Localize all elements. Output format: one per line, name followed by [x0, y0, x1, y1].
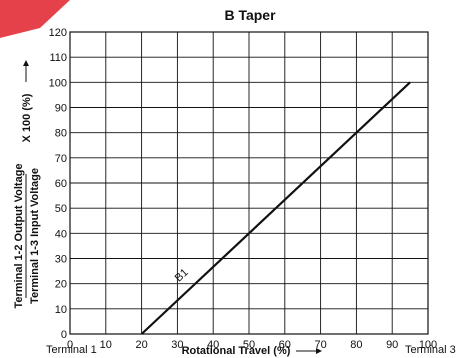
watermark-shape: [0, 0, 70, 38]
y-tick-label-12: 120: [49, 27, 67, 39]
y-axis-label-suffix: X 100 (%): [21, 93, 33, 142]
grid: [69, 31, 429, 335]
x-axis-arrow: [296, 348, 322, 354]
x-tick-label-1: 10: [100, 339, 112, 351]
y-tick-label-9: 90: [55, 103, 67, 115]
y-axis-label-group: Terminal 1-2 Output Voltage Terminal 1-3…: [13, 163, 41, 308]
y-tick-label-6: 60: [55, 178, 67, 190]
y-tick-label-0: 0: [61, 329, 67, 341]
y-tick-label-7: 70: [55, 153, 67, 165]
y-tick-label-2: 20: [55, 279, 67, 291]
y-axis-suffix-group: X 100 (%): [21, 60, 33, 142]
x-tick-label-0: 0: [67, 339, 73, 351]
y-tick-labels: 0 10 20 30 40 50 60 70 80 90 100 110 120: [49, 27, 67, 341]
x-tick-label-10: 100: [419, 339, 437, 351]
x-tick-label-5: 50: [243, 339, 255, 351]
y-tick-label-3: 30: [55, 254, 67, 266]
y-tick-label-11: 110: [49, 52, 67, 64]
x-tick-label-6: 60: [279, 339, 291, 351]
y-tick-label-5: 50: [55, 203, 67, 215]
x-tick-label-3: 30: [171, 339, 183, 351]
y-axis-label-line1: Terminal 1-2 Output Voltage: [13, 163, 25, 308]
series-line-b1: [140, 81, 411, 335]
x-tick-labels: 0 10 20 30 40 50 60 70 80 90 100: [67, 339, 437, 351]
terminal-left-label: Terminal 1: [46, 344, 97, 356]
x-tick-label-7: 70: [314, 339, 326, 351]
x-tick-label-9: 90: [386, 339, 398, 351]
y-tick-label-1: 10: [55, 304, 67, 316]
y-tick-label-8: 80: [55, 128, 67, 140]
x-tick-label-8: 80: [350, 339, 362, 351]
chart-title: B Taper: [224, 7, 276, 23]
plot-frame: [69, 31, 429, 335]
x-axis-label: Rotational Travel (%): [182, 345, 291, 357]
y-axis-label-line2: Terminal 1-3 Input Voltage: [29, 168, 41, 304]
series-group: [140, 81, 411, 335]
curve-label-b1: B1: [173, 267, 191, 285]
y-tick-label-4: 40: [55, 228, 67, 240]
x-tick-label-4: 40: [207, 339, 219, 351]
y-tick-label-10: 100: [49, 77, 67, 89]
terminal-right-label: Terminal 3: [405, 344, 456, 356]
x-tick-label-2: 20: [135, 339, 147, 351]
